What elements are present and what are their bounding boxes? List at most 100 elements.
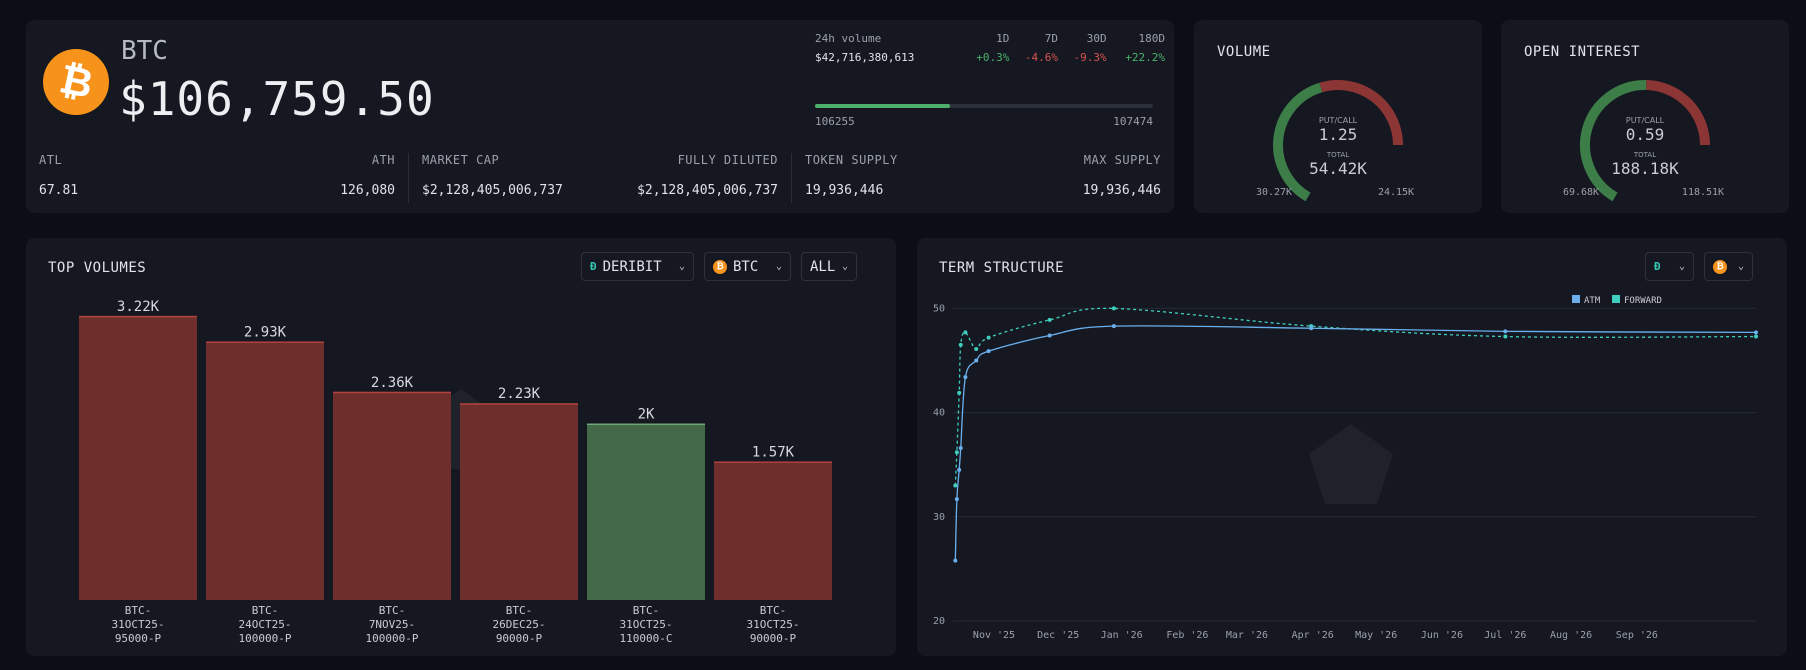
x-tick-label: Dec '25 [1037, 630, 1079, 641]
chevron-down-icon: ⌄ [1678, 261, 1685, 272]
volume-24h-value: $42,716,380,613 [815, 51, 915, 64]
header-30d: 30D [1086, 32, 1107, 45]
term-structure-chart: 20 30 40 50 Nov '25 Dec '25 Jan '26 Feb '26 Mar … [933, 295, 1758, 641]
volume-bar-edge [333, 391, 451, 394]
series-point-atm[interactable] [1111, 324, 1116, 329]
series-point-forward[interactable] [963, 330, 968, 335]
series-point-forward[interactable] [954, 450, 959, 455]
series-point-forward[interactable] [1047, 317, 1052, 322]
exchange-dropdown-value: DERIBIT [602, 258, 662, 275]
performance-table: 24h volume 1D 7D 30D 180D $42,716,380,61… [815, 32, 1165, 70]
x-tick-label: Mar '26 [1226, 630, 1268, 641]
series-point-atm[interactable] [986, 349, 991, 354]
stat-value-token-supply: 19,936,446 [805, 183, 884, 198]
series-point-forward[interactable] [974, 347, 979, 352]
volume-bar[interactable] [587, 423, 705, 600]
volume-ratio-label: PUT/CALL [1319, 116, 1358, 125]
legend-swatch-forward [1612, 295, 1620, 303]
stat-label-atl: ATL [39, 153, 63, 167]
series-point-forward[interactable] [953, 483, 958, 488]
legend: ATM FORWARD [1572, 295, 1662, 306]
volume-gauge-put-arc [1319, 80, 1403, 146]
bitcoin-icon: ₿ [713, 259, 727, 274]
volume-ratio-value: 1.25 [1319, 125, 1358, 144]
volume-gauge-call-arc [1273, 82, 1323, 202]
x-tick-label: Apr '26 [1292, 630, 1334, 641]
y-tick-label: 40 [933, 408, 945, 419]
series-point-forward[interactable] [986, 335, 991, 340]
series-point-atm[interactable] [1047, 333, 1052, 338]
series-point-atm[interactable] [953, 558, 958, 563]
bitcoin-icon: ₿ [1713, 259, 1727, 274]
stat-value-max-supply: 19,936,446 [1082, 183, 1161, 198]
volume-category-label: BTC- [506, 604, 533, 617]
top-volumes-chart: 3.22KBTC-31OCT25-95000-P2.93KBTC-24OCT25… [79, 299, 832, 645]
x-tick-label: Jun '26 [1421, 630, 1463, 641]
series-line-atm [954, 325, 1757, 561]
series-point-atm[interactable] [958, 446, 963, 451]
day-range: 106255 107474 [815, 104, 1153, 128]
series-point-atm[interactable] [1503, 329, 1508, 334]
volume-bar-label: 2.23K [498, 386, 541, 402]
x-tick-label: Aug '26 [1550, 630, 1592, 641]
volume-category-label: 31OCT25- [747, 618, 800, 631]
oi-total-value: 188.18K [1611, 159, 1679, 178]
series-point-atm[interactable] [957, 467, 962, 472]
range-high: 107474 [1113, 115, 1153, 128]
volume-category-label: 7NOV25- [369, 618, 415, 631]
volume-bar-label: 3.22K [117, 299, 160, 315]
series-point-forward[interactable] [1503, 334, 1508, 339]
change-30d: -9.3% [1073, 51, 1107, 64]
oi-gauge-call-arc [1580, 80, 1647, 202]
deribit-icon: Ɖ [1654, 260, 1661, 273]
stat-value-fully-diluted: $2,128,405,006,737 [637, 183, 778, 198]
volume-bar[interactable] [206, 341, 324, 600]
series-point-atm[interactable] [1754, 330, 1758, 335]
volume-category-label: 100000-P [239, 632, 292, 645]
volume-bar[interactable] [460, 403, 578, 600]
stat-label-market-cap: MARKET CAP [422, 153, 500, 167]
term-asset-dropdown[interactable]: ₿ ⌄ [1704, 252, 1753, 281]
volume-category-label: 110000-C [620, 632, 673, 645]
series-point-atm[interactable] [954, 497, 959, 502]
oi-gauge-title: OPEN INTEREST [1524, 44, 1641, 60]
volume-category-label: 100000-P [366, 632, 419, 645]
series-point-forward[interactable] [957, 390, 962, 395]
x-tick-label: Jul '26 [1484, 630, 1526, 641]
stats-row: ATL ATH 67.81 126,080 MARKET CAP FULLY D… [26, 153, 1174, 203]
oi-total-label: TOTAL [1633, 151, 1656, 159]
asset-price: $106,759.50 [119, 72, 435, 126]
stat-group-supply: TOKEN SUPPLY MAX SUPPLY 19,936,446 19,93… [791, 153, 1174, 203]
volume-bar[interactable] [79, 315, 197, 600]
volume-bar-label: 2K [638, 407, 655, 423]
stat-value-ath: 126,080 [340, 183, 395, 198]
series-point-forward[interactable] [1754, 334, 1758, 339]
chevron-down-icon: ⌄ [841, 261, 848, 272]
asset-dropdown-value: BTC [733, 258, 759, 275]
volume-bar-edge [206, 341, 324, 343]
volume-total-label: TOTAL [1326, 151, 1349, 159]
header-24h-volume: 24h volume [815, 32, 882, 45]
expiry-dropdown[interactable]: ALL ⌄ [801, 252, 857, 281]
series-point-atm[interactable] [963, 375, 968, 380]
volume-bar-edge [460, 403, 578, 405]
series-point-atm[interactable] [1309, 326, 1314, 331]
volume-bar[interactable] [333, 391, 451, 600]
range-fill [815, 104, 951, 108]
chevron-down-icon: ⌄ [1737, 261, 1744, 272]
expiry-dropdown-value: ALL [810, 258, 836, 275]
y-tick-label: 50 [933, 303, 945, 314]
volume-category-label: 90000-P [496, 632, 543, 645]
volume-category-label: BTC- [760, 604, 787, 617]
x-tick-label: Nov '25 [973, 630, 1015, 641]
exchange-dropdown[interactable]: Ɖ DERIBIT ⌄ [581, 252, 694, 281]
series-point-forward[interactable] [1111, 306, 1116, 311]
series-point-atm[interactable] [974, 358, 979, 363]
series-point-forward[interactable] [958, 342, 963, 347]
volume-bar[interactable] [714, 461, 832, 600]
term-exchange-dropdown[interactable]: Ɖ ⌄ [1645, 252, 1694, 281]
asset-dropdown[interactable]: ₿ BTC ⌄ [704, 252, 791, 281]
volume-bar-edge [587, 423, 705, 426]
legend-swatch-atm [1572, 295, 1580, 303]
deribit-icon: Ɖ [590, 260, 597, 273]
